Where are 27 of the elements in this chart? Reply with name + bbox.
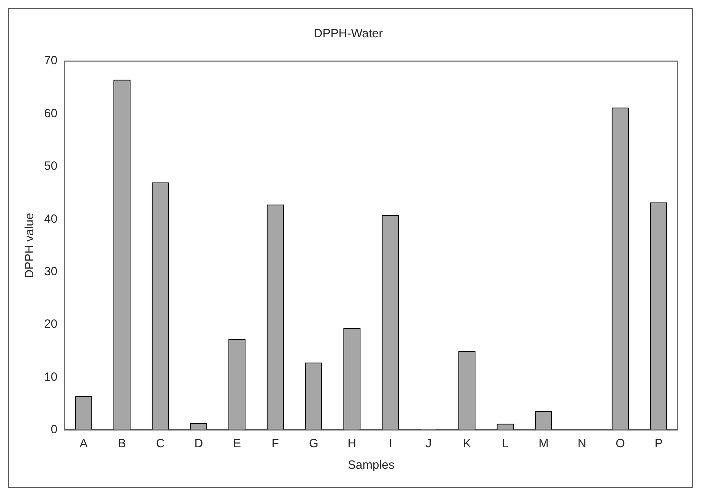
y-tick-label: 20 bbox=[44, 317, 58, 332]
y-tick-label: 0 bbox=[51, 422, 58, 437]
x-tick-label: G bbox=[309, 436, 319, 451]
y-tick-label: 70 bbox=[44, 54, 58, 68]
x-tick-label: D bbox=[194, 436, 204, 451]
y-tick-label: 40 bbox=[44, 212, 58, 226]
x-tick-label: C bbox=[156, 436, 166, 451]
y-tick-label: 60 bbox=[44, 106, 58, 120]
x-tick-label: A bbox=[80, 436, 88, 451]
x-tick-label: F bbox=[272, 436, 280, 451]
x-tick-label: E bbox=[233, 436, 242, 451]
x-tick-label: J bbox=[426, 436, 432, 451]
x-tick-label: B bbox=[118, 436, 126, 451]
chart-title: DPPH-Water bbox=[314, 26, 383, 41]
x-tick-label: K bbox=[463, 436, 472, 451]
y-axis-title: DPPH value bbox=[22, 212, 37, 278]
y-tick-label: 50 bbox=[44, 159, 58, 174]
x-axis-title: Samples bbox=[348, 458, 395, 472]
x-tick-label: H bbox=[348, 436, 357, 451]
y-tick-label: 10 bbox=[44, 370, 58, 384]
x-tick-label: N bbox=[578, 436, 587, 451]
x-tick-label: P bbox=[654, 436, 663, 451]
x-tick-label: M bbox=[538, 436, 549, 451]
x-tick-label: I bbox=[388, 436, 392, 451]
x-tick-label: O bbox=[616, 436, 626, 451]
x-tick-label: L bbox=[502, 436, 510, 451]
y-tick-label: 30 bbox=[44, 264, 58, 278]
